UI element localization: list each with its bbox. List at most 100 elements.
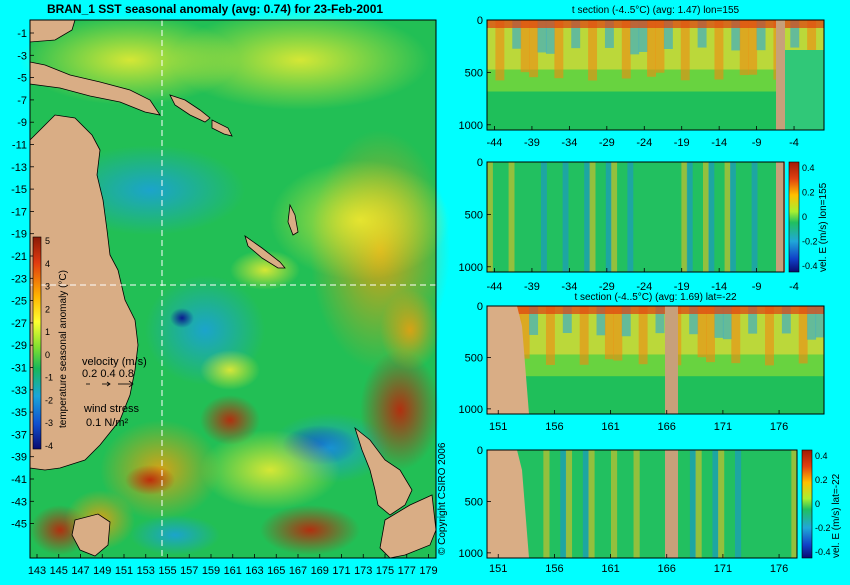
section-column — [582, 450, 589, 558]
section-y-tick-label: 500 — [465, 352, 483, 364]
section-colorbar-tick-label: 0.2 — [802, 188, 815, 198]
lon-tick-label: 149 — [93, 565, 111, 577]
lon-tick-label: 147 — [71, 565, 89, 577]
section-colorbar-bar — [788, 161, 800, 273]
section-column — [579, 306, 589, 365]
colorbar-tick-label: 1 — [45, 327, 50, 337]
section-x-tick-label: -44 — [487, 137, 503, 149]
section-column — [588, 450, 595, 558]
section-x-tick-label: 166 — [658, 421, 676, 433]
lat-tick-label: -31 — [11, 363, 27, 375]
section-column — [545, 20, 555, 54]
lon-tick-label: 171 — [332, 565, 350, 577]
section-title: t section (-4..5°C) (avg: 1.47) lon=155 — [572, 5, 740, 16]
section-x-tick-label: -4 — [789, 281, 799, 293]
lon-tick-label: 151 — [115, 565, 133, 577]
lat-tick-label: -3 — [17, 50, 27, 62]
section-x-tick-label: 176 — [770, 421, 788, 433]
section-frame — [486, 19, 825, 131]
section-column — [739, 20, 749, 76]
section-column — [520, 306, 530, 359]
solomon-islands-land — [169, 94, 211, 123]
section-column — [584, 162, 591, 272]
section-y-tick-label: 1000 — [459, 404, 483, 416]
colorbar-tick-label: 2 — [45, 304, 50, 314]
lat-tick-label: -35 — [11, 407, 27, 419]
section-column — [571, 20, 581, 49]
section-y-tick-label: 500 — [465, 496, 483, 508]
section-column — [703, 162, 709, 272]
section-x-tick-label: 171 — [714, 421, 732, 433]
section-x-tick-label: -24 — [636, 137, 652, 149]
section-column — [543, 450, 550, 558]
section-colorbar-tick-label: 0.4 — [815, 451, 828, 461]
section-y-tick-label: 1000 — [459, 120, 483, 132]
section-column — [655, 306, 665, 334]
section-column — [718, 450, 725, 558]
lat-tick-label: -33 — [11, 385, 27, 397]
section-frame — [486, 161, 785, 273]
map-colorbar-bar — [32, 236, 42, 450]
velocity-label: velocity (m/s) — [82, 356, 147, 368]
section-column — [790, 20, 800, 48]
lat-tick-label: -25 — [11, 296, 27, 308]
lat-tick-label: -11 — [12, 140, 27, 152]
section-column — [756, 20, 766, 51]
colorbar-tick-label: -4 — [45, 441, 53, 451]
section-column — [588, 20, 598, 81]
velocity-arrows — [86, 380, 134, 388]
section-column — [562, 162, 569, 272]
section-column — [712, 450, 719, 558]
section-panels: t section (-4..5°C) (avg: 1.47) lon=155 0… — [459, 5, 842, 575]
solomon-islands-2-land — [211, 119, 233, 137]
section-column — [663, 20, 673, 49]
section-column — [604, 306, 614, 360]
lat-tick-label: -21 — [11, 251, 27, 263]
lon-tick-label: 179 — [419, 565, 437, 577]
lon-tick-label: 169 — [311, 565, 329, 577]
section-frame — [486, 449, 798, 559]
section-column — [560, 450, 567, 558]
section-column — [545, 306, 555, 365]
lat-tick-label: -27 — [11, 318, 27, 330]
section-column — [731, 306, 741, 364]
lon-tick-label: 155 — [158, 565, 176, 577]
section-colorbar-tick-label: 0 — [802, 212, 807, 222]
colorbar-tick-label: -3 — [45, 418, 53, 428]
section-x-tick-label: 171 — [714, 563, 732, 575]
section-x-tick-label: 151 — [489, 421, 507, 433]
section-colorbar-tick-label: -0.2 — [802, 237, 818, 247]
section-x-tick-label: -29 — [599, 281, 615, 293]
section-x-tick-label: -34 — [561, 281, 577, 293]
section-column — [706, 306, 715, 363]
section-y-tick-label: 0 — [477, 157, 483, 169]
section-panel-vel-e-lon155: 0 500 1000 -44 -39 -34 -29 -24 -19 -14 -9 -4 0.4 0.2 0… — [459, 157, 829, 293]
section-column — [605, 162, 612, 272]
section-y-tick-label: 0 — [477, 15, 483, 27]
map-lat-ticks: -1 -3 -5 -7 -9 -11 -13 -15 -17 -19 -21 -23 -25 -27 -29… — [11, 28, 34, 531]
wind-stress-value: 0.1 N/m² — [86, 417, 129, 429]
lat-tick-label: -13 — [11, 162, 27, 174]
map-panel — [20, 10, 450, 559]
section-column — [596, 306, 606, 336]
section-column — [604, 20, 614, 48]
lon-tick-label: 163 — [245, 565, 263, 577]
section-column — [554, 20, 564, 79]
lon-tick-label: 165 — [267, 565, 285, 577]
section-column — [655, 20, 665, 73]
section-land — [487, 306, 529, 414]
colorbar-tick-label: -1 — [45, 373, 53, 383]
section-colorbar-tick-label: -0.4 — [802, 261, 818, 271]
section-colorbar-bar — [801, 449, 813, 559]
vanuatu-land — [287, 203, 299, 236]
section-column — [697, 20, 707, 48]
lat-tick-label: -43 — [11, 496, 27, 508]
section-column — [537, 20, 547, 53]
section-land — [487, 450, 529, 558]
lat-tick-label: -1 — [17, 28, 27, 40]
section-column — [627, 162, 634, 272]
section-column — [708, 162, 715, 272]
section-x-tick-label: -19 — [674, 281, 690, 293]
section-column — [611, 162, 618, 272]
